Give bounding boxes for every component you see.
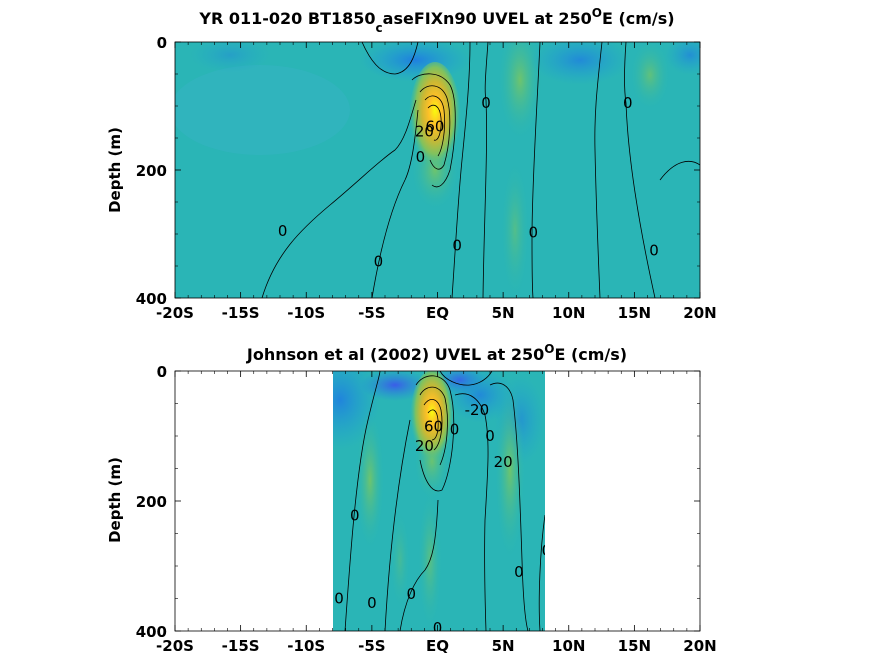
contour-label: 0 <box>514 563 524 581</box>
title-main: Johnson et al (2002) UVEL at 250 <box>246 345 544 364</box>
x-tick-label: EQ <box>426 304 449 322</box>
contour-label: 0 <box>406 585 416 603</box>
contour-label: 0 <box>529 224 539 242</box>
x-tick-label: -15S <box>222 637 260 655</box>
x-tick-label: -20S <box>156 304 194 322</box>
x-tick-label: 15N <box>618 304 651 322</box>
title-end: E (cm/s) <box>602 9 675 28</box>
title-sup: O <box>544 342 554 356</box>
x-tick-label: -20S <box>156 637 194 655</box>
contour-lines-2 <box>344 371 545 631</box>
x-tick-label: -10S <box>287 304 325 322</box>
contour-label: 0 <box>649 242 659 260</box>
contour-label: 0 <box>433 619 443 637</box>
contour-label: 0 <box>623 94 633 112</box>
y-tick-label: 400 <box>136 290 167 308</box>
contour-label: 0 <box>481 94 491 112</box>
title-sup: O <box>592 6 602 20</box>
x-tick-label: 5N <box>492 304 515 322</box>
contour-label: 60 <box>424 417 443 435</box>
x-tick-label: -5S <box>358 637 385 655</box>
contour-label: 0 <box>374 253 384 271</box>
y-tick-label: 0 <box>157 34 167 52</box>
title-end: E (cm/s) <box>554 345 627 364</box>
x-tick-label: 10N <box>552 304 585 322</box>
y-tick-label: 200 <box>136 162 167 180</box>
contour-label: 0 <box>416 148 426 166</box>
contour-label: 0 <box>334 590 344 608</box>
title-sub: c <box>376 21 383 35</box>
y-axis-label-1: Depth (m) <box>106 127 124 213</box>
x-tick-label: -15S <box>222 304 260 322</box>
contour-label: 0 <box>452 237 462 255</box>
contour-lines-1 <box>261 42 700 298</box>
x-tick-label: 15N <box>618 637 651 655</box>
contour-label: 0 <box>367 594 377 612</box>
contour-label: 20 <box>494 453 513 471</box>
panel-2: Johnson et al (2002) UVEL at 250OE (cm/s… <box>106 342 717 655</box>
panel-1: YR 011-020 BT1850caseFIXn90 UVEL at 250O… <box>106 6 717 322</box>
contour-label: 0 <box>278 222 288 240</box>
x-tick-label: -5S <box>358 304 385 322</box>
contour-label: -20 <box>465 401 490 419</box>
x-tick-label: -10S <box>287 637 325 655</box>
y-axis-label-2: Depth (m) <box>106 457 124 543</box>
x-tick-label: EQ <box>426 637 449 655</box>
x-tick-label: 5N <box>492 637 515 655</box>
contour-label: 0 <box>542 541 552 559</box>
y-tick-label: 0 <box>157 363 167 381</box>
contour-label: 0 <box>450 421 460 439</box>
x-tick-label: 10N <box>552 637 585 655</box>
y-tick-label: 400 <box>136 623 167 641</box>
panel-2-title: Johnson et al (2002) UVEL at 250OE (cm/s… <box>246 342 627 364</box>
contour-label: 60 <box>425 117 444 135</box>
y-tick-label: 200 <box>136 493 167 511</box>
x-tick-label: 20N <box>683 637 716 655</box>
contour-label: 0 <box>485 427 495 445</box>
contour-label: 0 <box>350 506 360 524</box>
panel-1-title: YR 011-020 BT1850caseFIXn90 UVEL at 250O… <box>198 6 674 35</box>
title-main: YR 011-020 BT1850 <box>198 9 375 28</box>
contour-label: 20 <box>415 437 434 455</box>
title-rest: aseFIXn90 UVEL at 250 <box>383 9 592 28</box>
contour-label: 20 <box>415 123 434 141</box>
x-tick-label: 20N <box>683 304 716 322</box>
